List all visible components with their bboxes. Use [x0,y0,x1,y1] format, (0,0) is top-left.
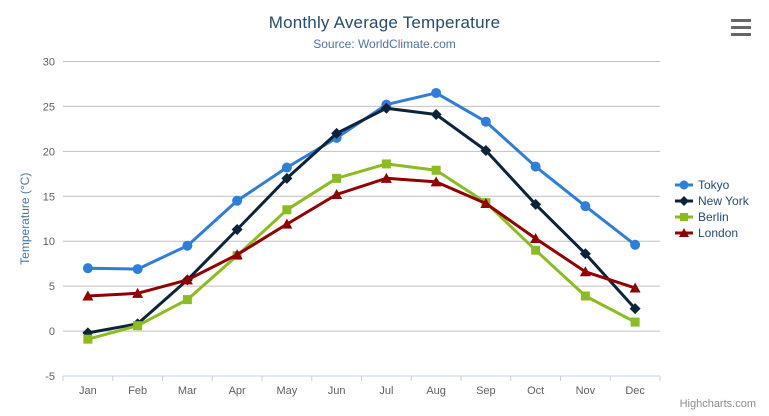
data-point-tokyo-aug[interactable] [431,87,442,98]
legend-label: London [698,226,739,240]
hamburger-icon [731,19,751,22]
data-point-berlin-aug[interactable] [431,165,441,175]
x-axis-label: Mar [178,385,197,397]
data-point-new-york-oct[interactable] [530,198,542,210]
data-point-tokyo-may[interactable] [281,162,292,173]
data-point-london-aug[interactable] [430,176,442,187]
legend-label: Tokyo [698,178,730,192]
legend-label: New York [698,194,749,208]
x-axis-label: May [276,385,297,397]
data-point-london-jun[interactable] [331,188,343,199]
y-axis-title: Temperature (°C) [18,173,32,265]
x-axis-label: Feb [128,385,147,397]
data-point-new-york-dec[interactable] [629,303,641,315]
chart-subtitle: Source: WorldClimate.com [313,37,456,51]
series-line-berlin [86,162,637,341]
x-axis-label: Aug [426,385,446,397]
data-point-london-oct[interactable] [530,233,542,244]
legend-marker [679,212,689,222]
y-axis-label: 0 [49,326,55,338]
x-axis-label: Apr [229,385,246,397]
y-axis-label: 15 [43,191,55,203]
data-point-tokyo-feb[interactable] [132,264,143,275]
legend-item-new-york[interactable]: New York [675,194,749,208]
data-point-london-mar[interactable] [181,274,193,285]
y-axis-label: 30 [43,57,55,69]
legend-marker [679,196,689,206]
data-point-london-jan[interactable] [82,290,94,301]
data-point-tokyo-oct[interactable] [530,161,541,172]
x-axis-label: Dec [625,385,645,397]
data-point-tokyo-jan[interactable] [82,263,93,274]
square-marker-icon [675,212,693,222]
data-point-tokyo-sep[interactable] [480,116,491,127]
data-point-london-feb[interactable] [132,287,144,298]
data-point-berlin-jul[interactable] [381,159,391,169]
data-point-new-york-jun[interactable] [331,127,343,139]
data-point-new-york-aug[interactable] [430,109,442,121]
legend-item-london[interactable]: London [675,226,749,240]
x-axis-label: Oct [527,385,544,397]
data-point-london-nov[interactable] [579,266,591,277]
data-point-london-may[interactable] [281,218,293,229]
y-axis-label: 10 [43,236,55,248]
series-line-london [86,176,637,298]
series-line-new-york [86,106,637,335]
data-point-berlin-may[interactable] [282,205,292,215]
y-axis-label: -5 [45,371,55,383]
data-point-tokyo-mar[interactable] [182,240,193,251]
data-point-new-york-apr[interactable] [231,224,243,236]
data-point-tokyo-nov[interactable] [580,201,591,212]
hamburger-icon [731,26,751,29]
export-menu-button[interactable] [729,19,753,36]
hamburger-icon [731,33,751,36]
data-point-london-dec[interactable] [629,282,641,293]
data-point-london-apr[interactable] [231,249,243,260]
x-axis-label: Nov [576,385,596,397]
legend-marker [679,180,689,190]
data-point-tokyo-apr[interactable] [232,195,243,206]
data-point-new-york-nov[interactable] [579,248,591,260]
legend-label: Berlin [698,210,729,224]
y-axis-label: 25 [43,101,55,113]
data-point-new-york-sep[interactable] [480,144,492,156]
data-point-london-sep[interactable] [480,197,492,208]
y-axis-label: 5 [49,281,55,293]
x-axis-label: Jan [79,385,97,397]
legend: Tokyo New York Berlin London [675,178,749,240]
credits-link[interactable]: Highcharts.com [679,398,756,410]
data-point-new-york-jul[interactable] [380,102,392,114]
data-point-tokyo-dec[interactable] [630,239,641,250]
x-axis-label: Jul [379,385,393,397]
data-point-berlin-feb[interactable] [133,321,143,331]
x-axis-label: Jun [328,385,346,397]
diamond-marker-icon [675,196,693,206]
data-point-berlin-dec[interactable] [630,317,640,327]
data-point-berlin-oct[interactable] [531,245,541,255]
x-axis-label: Sep [476,385,496,397]
data-point-berlin-mar[interactable] [182,295,192,305]
legend-item-berlin[interactable]: Berlin [675,210,749,224]
data-point-berlin-jun[interactable] [332,173,342,183]
data-point-london-jul[interactable] [380,172,392,183]
y-axis-label: 20 [43,146,55,158]
circle-marker-icon [675,180,693,190]
data-point-berlin-nov[interactable] [580,291,590,301]
data-point-new-york-may[interactable] [281,172,293,184]
chart-title: Monthly Average Temperature [268,13,501,32]
legend-marker [679,228,689,238]
triangle-marker-icon [675,228,693,238]
data-point-berlin-jan[interactable] [83,334,93,344]
legend-item-tokyo[interactable]: Tokyo [675,178,749,192]
